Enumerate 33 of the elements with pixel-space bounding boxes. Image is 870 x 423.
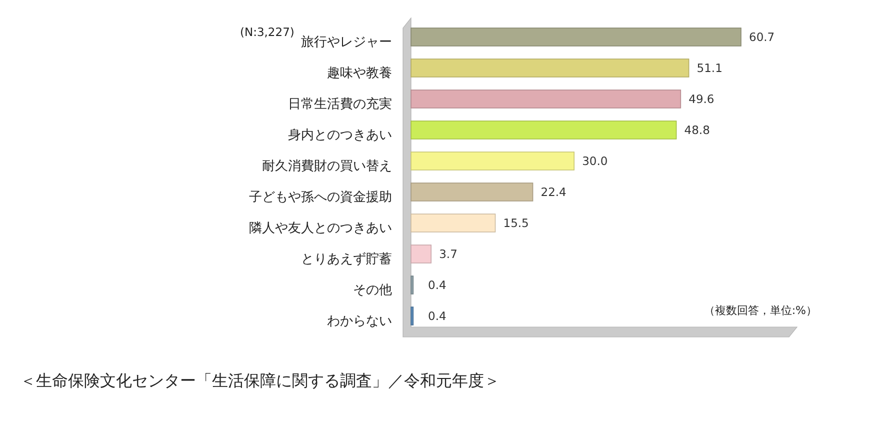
bar [410,152,574,170]
data-label: 48.8 [684,123,710,138]
bar [410,306,414,326]
y-tick-label: 趣味や教養 [327,66,392,81]
y-tick-label: とりあえず貯蓄 [301,252,392,267]
data-label: 22.4 [540,185,566,200]
text: (N:3,227) [240,25,294,40]
bar [410,28,742,46]
text: ＜生命保険文化センター「生活保障に関する調査」／令和元年度＞ [20,371,500,390]
data-label: 49.6 [688,92,714,106]
bar [410,276,414,294]
bar [410,244,432,264]
y-tick-label: 子どもや孫への資金援助 [249,190,392,205]
bar [410,214,496,232]
bar [410,90,682,108]
bar [410,182,534,202]
data-label: 15.5 [503,216,529,230]
bar [410,58,690,78]
y-tick-label: 耐久消費財の買い替え [262,158,392,174]
y-tick-label: わからない [327,314,392,329]
bar [410,120,677,140]
y-tick-label: その他 [353,282,392,298]
y-tick-label: 旅行やレジャー [301,34,392,50]
data-label: 60.7 [749,30,775,44]
data-label: 30.0 [582,154,608,168]
data-label: 0.4 [428,309,446,324]
y-tick-label: 隣人や友人とのつきあい [249,220,392,236]
y-tick-label: 身内とのつきあい [288,128,392,143]
data-label: 51.1 [696,61,722,76]
data-label: 3.7 [439,247,458,262]
y-tick-label: 日常生活費の充実 [288,96,392,112]
annotation: （複数回答，単位:%） [704,304,817,318]
data-label: 0.4 [428,278,446,292]
